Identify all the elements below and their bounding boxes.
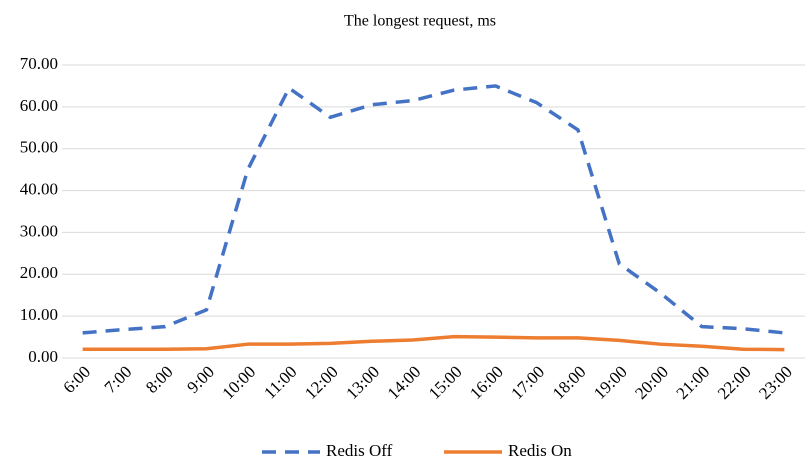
line-series	[82, 84, 785, 335]
y-tick-label: 10.00	[20, 305, 58, 324]
x-tick-label: 11:00	[260, 362, 300, 402]
y-tick-label: 70.00	[20, 54, 58, 73]
x-tick-label: 15:00	[425, 362, 466, 403]
y-tick-label: 20.00	[20, 263, 58, 282]
x-tick-label: 20:00	[631, 362, 672, 403]
legend-label: Redis Off	[326, 441, 393, 460]
x-tick-label: 7:00	[101, 362, 136, 397]
x-tick-label: 9:00	[183, 362, 218, 397]
x-tick-label: 22:00	[714, 362, 755, 403]
x-tick-label: 6:00	[59, 362, 94, 397]
x-tick-label: 16:00	[466, 362, 507, 403]
x-tick-label: 13:00	[342, 362, 383, 403]
y-tick-label: 50.00	[20, 138, 58, 157]
chart-title: The longest request, ms	[344, 13, 496, 30]
x-tick-label: 18:00	[549, 362, 590, 403]
x-tick-label: 12:00	[301, 362, 342, 403]
line-series	[82, 334, 785, 352]
x-tick-label: 17:00	[507, 362, 548, 403]
x-tick-label: 14:00	[384, 362, 425, 403]
x-tick-label: 8:00	[142, 362, 177, 397]
x-tick-label: 19:00	[590, 362, 631, 403]
x-tick-label: 23:00	[755, 362, 796, 403]
legend-label: Redis On	[508, 441, 572, 460]
y-tick-label: 40.00	[20, 179, 58, 198]
y-tick-label: 0.00	[28, 347, 58, 366]
y-tick-label: 60.00	[20, 96, 58, 115]
y-tick-label: 30.00	[20, 221, 58, 240]
x-tick-label: 21:00	[673, 362, 714, 403]
x-tick-label: 10:00	[219, 362, 260, 403]
